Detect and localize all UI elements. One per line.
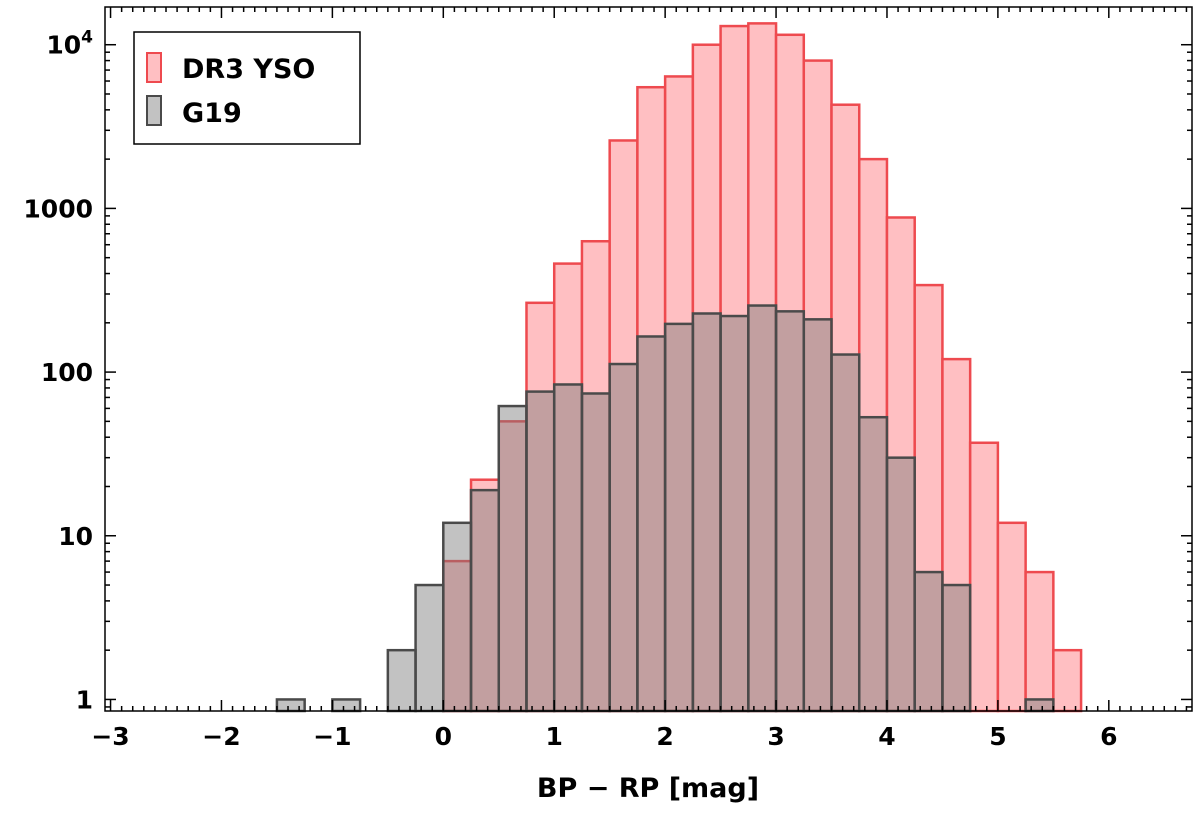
x-tick-label: 0 <box>435 722 452 751</box>
y-tick-label: 1 <box>76 685 93 714</box>
bar-g19-18 <box>830 353 861 713</box>
plot-frame <box>104 6 1193 712</box>
bar-g19-13 <box>691 312 722 713</box>
bar-g19-15 <box>747 304 778 713</box>
x-tick-label: −3 <box>91 722 129 751</box>
bar-g19-22 <box>941 583 972 713</box>
y-tick-label: 10 <box>58 522 93 551</box>
bar-g19-14 <box>719 314 750 713</box>
bar-g19-1 <box>331 698 362 713</box>
y-tick-label: 1000 <box>23 194 93 223</box>
bar-g19-6 <box>497 404 528 713</box>
legend-label-g19: G19 <box>182 98 242 129</box>
x-tick-label: 6 <box>1100 722 1117 751</box>
tick-labels-layer: −3 −2 −1 0 1 2 3 4 5 6 1 10 100 1000 104 <box>23 28 1117 751</box>
x-tick-label: 5 <box>989 722 1006 751</box>
x-tick-label: 4 <box>878 722 895 751</box>
x-tick-label: −1 <box>313 722 351 751</box>
bars-layer <box>275 22 1083 713</box>
x-tick-label: −2 <box>202 722 240 751</box>
bar-g19-10 <box>608 362 639 713</box>
bar-g19-21 <box>913 570 944 713</box>
bar-g19-7 <box>525 390 556 713</box>
bar-g19-9 <box>580 392 611 713</box>
legend: DR3 YSO G19 <box>133 31 361 145</box>
bar-dr3-yso-19 <box>968 441 1000 713</box>
legend-label-dr3-yso: DR3 YSO <box>182 54 315 85</box>
bar-g19-19 <box>857 415 889 713</box>
y-tick-label: 100 <box>41 358 93 387</box>
bar-g19-2 <box>386 648 417 713</box>
y-tick-label: 104 <box>46 28 93 60</box>
bar-g19-8 <box>552 383 584 713</box>
bar-dr3-yso-20 <box>996 521 1027 713</box>
bar-g19-16 <box>774 310 806 713</box>
legend-swatch-dr3-yso <box>146 52 162 83</box>
bar-dr3-yso-13 <box>802 59 833 713</box>
bar-g19-5 <box>469 488 501 713</box>
series-dr3-yso <box>442 22 1083 713</box>
bar-g19-20 <box>885 456 916 713</box>
bar-dr3-yso-22 <box>1052 648 1083 713</box>
bar-g19-12 <box>663 322 695 713</box>
bar-dr3-yso-18 <box>941 357 972 713</box>
bar-g19-0 <box>275 698 306 713</box>
legend-swatch-g19 <box>146 95 162 126</box>
x-tick-label: 1 <box>546 722 563 751</box>
bar-g19-3 <box>414 583 445 713</box>
bar-g19-4 <box>442 521 473 713</box>
bar-g19-17 <box>802 318 833 713</box>
legend-box <box>133 31 361 145</box>
bar-g19-11 <box>636 335 667 713</box>
ticks-layer <box>105 7 1192 711</box>
series-g19 <box>275 304 1055 713</box>
bar-g19-23 <box>1024 698 1055 713</box>
bar-dr3-yso-11 <box>747 22 778 713</box>
x-axis-label: BP − RP [mag] <box>537 773 759 804</box>
bar-dr3-yso-21 <box>1024 570 1055 713</box>
x-tick-label: 2 <box>656 722 673 751</box>
x-tick-label: 3 <box>767 722 784 751</box>
